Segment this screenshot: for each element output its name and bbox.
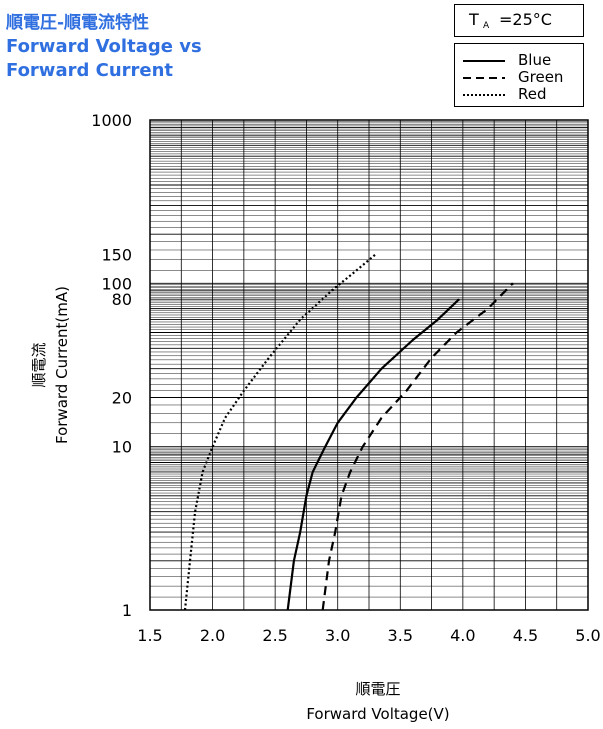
chart-title-japanese: 順電圧-順電流特性	[6, 13, 150, 33]
chart-title-line-2: Forward Current	[6, 60, 174, 81]
series-lines	[183, 253, 514, 611]
y-axis-label: Forward Current(mA)	[53, 286, 71, 444]
legend-item-red: Red	[455, 86, 585, 104]
y-tick-label: 150	[101, 246, 132, 265]
legend-label-green: Green	[518, 68, 564, 86]
x-axis-label: Forward Voltage(V)	[306, 705, 449, 723]
legend-label-blue: Blue	[518, 51, 552, 69]
x-tick-label: 1.5	[137, 626, 162, 645]
x-tick-label: 2.0	[200, 626, 225, 645]
y-tick-label: 80	[112, 290, 132, 309]
x-tick-label: 3.0	[325, 626, 350, 645]
temperature-condition-box: T A =25°C	[454, 4, 584, 37]
x-tick-label: 4.5	[513, 626, 538, 645]
condition-subscript: A	[483, 21, 490, 31]
x-tick-label: 3.5	[388, 626, 413, 645]
legend: Blue Green Red	[454, 43, 584, 107]
x-tick-label: 5.0	[575, 626, 600, 645]
y-axis-label-japanese: 順電流	[30, 342, 48, 387]
x-tick-label: 4.0	[450, 626, 475, 645]
y-tick-label: 100	[101, 274, 132, 293]
chart-title-line-1: Forward Voltage vs	[6, 36, 202, 57]
grid-lines	[149, 120, 589, 611]
legend-item-green: Green	[455, 69, 585, 87]
y-tick-label: 1000	[91, 111, 132, 130]
x-tick-label: 2.5	[262, 626, 287, 645]
legend-label-red: Red	[518, 85, 547, 103]
y-tick-label: 1	[122, 601, 132, 620]
condition-symbol: T	[469, 10, 479, 29]
series-line-red	[183, 253, 377, 611]
y-tick-label: 20	[112, 388, 132, 407]
x-axis-label-japanese: 順電圧	[355, 680, 400, 698]
y-tick-label: 10	[112, 438, 132, 457]
condition-value: =25°C	[499, 10, 552, 29]
series-line-green	[321, 282, 514, 611]
legend-item-blue: Blue	[455, 52, 585, 70]
series-line-blue	[286, 298, 460, 611]
plot-frame	[149, 119, 589, 611]
